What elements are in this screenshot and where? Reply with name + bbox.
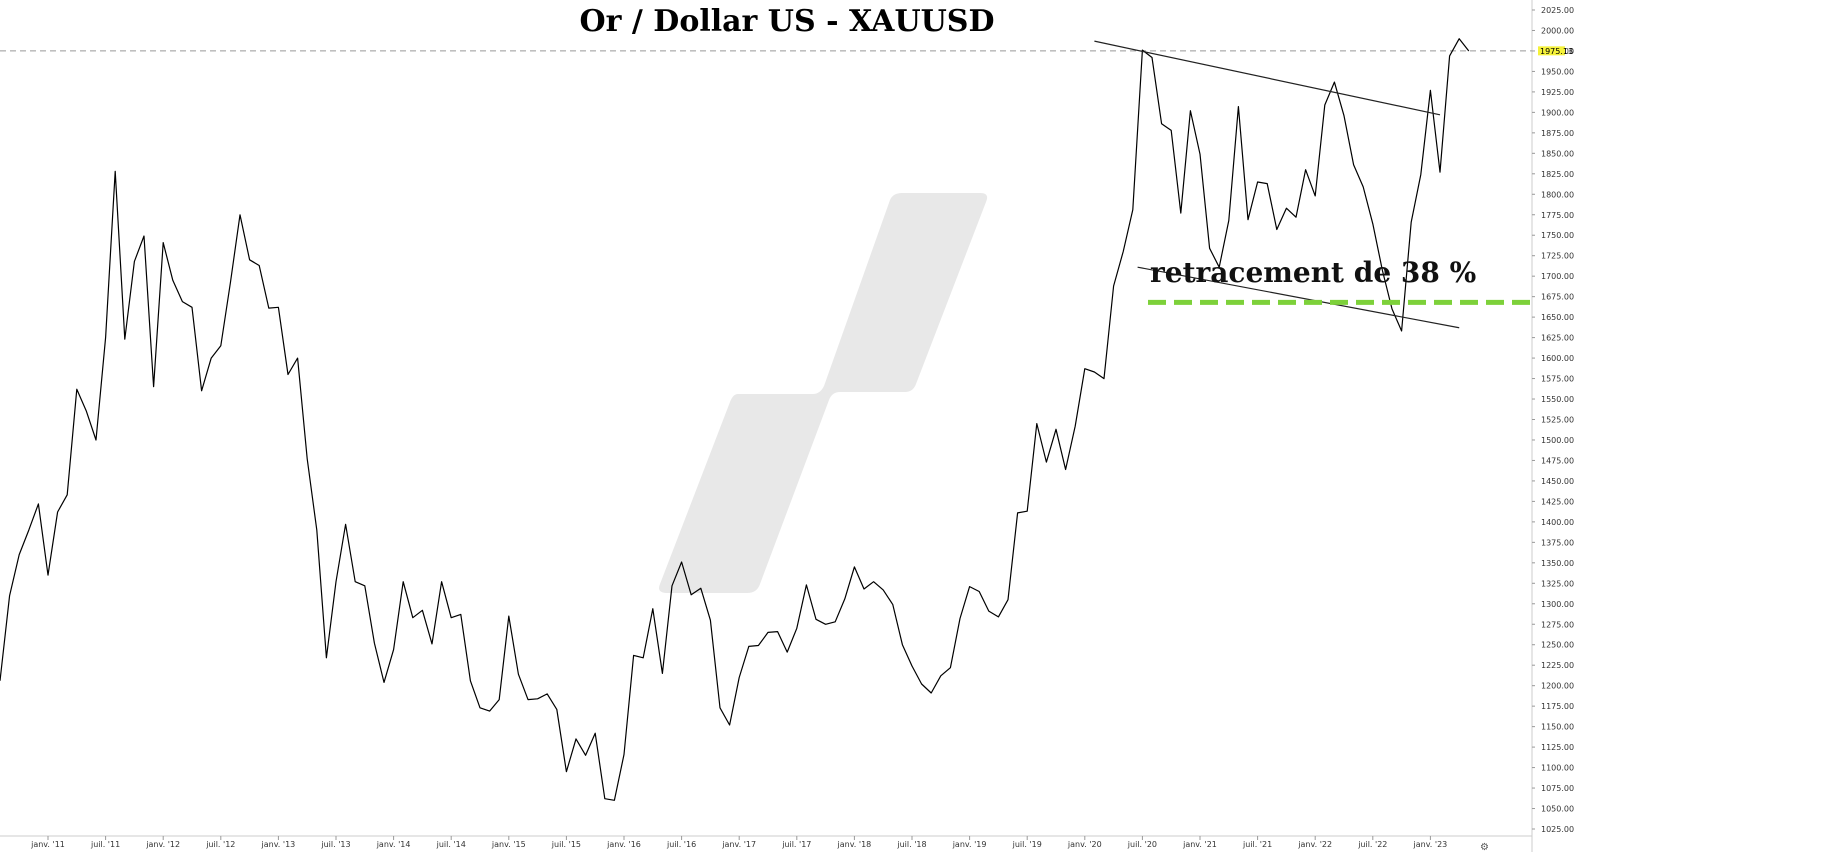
chart-title: Or / Dollar US - XAUUSD [580, 4, 995, 39]
last-price-badge [1538, 46, 1565, 56]
y-tick-label: 1525.00 [1541, 416, 1574, 425]
x-tick-label: juil. '12 [205, 840, 235, 849]
y-tick-label: 1150.00 [1541, 723, 1574, 732]
x-tick-label: juil. '19 [1012, 840, 1042, 849]
x-tick-label: juil. '14 [436, 840, 466, 849]
y-tick-label: 1275.00 [1541, 620, 1574, 629]
y-tick-label: 1025.00 [1541, 825, 1574, 834]
y-tick-label: 1675.00 [1541, 293, 1574, 302]
x-axis-ticks: janv. '11 juil. '11 janv. '12 juil. '12 janv… [30, 836, 1447, 849]
x-tick-label: janv. '21 [1182, 840, 1217, 849]
y-tick-label: 1200.00 [1541, 682, 1574, 691]
y-axis-ticks: 1025.00 1050.00 1075.00 1100.00 1125.00 1150.… [1532, 6, 1574, 834]
x-tick-label: juil. '16 [666, 840, 696, 849]
x-tick-label: janv. '15 [491, 840, 526, 849]
x-tick-label: janv. '13 [261, 840, 296, 849]
y-tick-label: 1350.00 [1541, 559, 1574, 568]
x-tick-label: janv. '16 [606, 840, 641, 849]
y-tick-label: 1050.00 [1541, 805, 1574, 814]
y-tick-label: 1700.00 [1541, 272, 1574, 281]
upper-trendline [1094, 40, 1441, 116]
y-tick-label: 1475.00 [1541, 456, 1574, 465]
y-tick-label: 1100.00 [1541, 764, 1574, 773]
retracement-annotation: retracement de 38 % [1150, 256, 1476, 289]
y-tick-label: 1375.00 [1541, 538, 1574, 547]
y-tick-label: 1600.00 [1541, 354, 1574, 363]
series-line-xauusd [0, 38, 1470, 801]
settings-icon[interactable]: ⚙ [1480, 842, 1489, 852]
x-tick-label: janv. '23 [1413, 840, 1448, 849]
y-tick-label: 1750.00 [1541, 231, 1574, 240]
x-tick-label: janv. '22 [1297, 840, 1332, 849]
x-tick-label: juil. '18 [896, 840, 926, 849]
x-tick-label: janv. '17 [721, 840, 756, 849]
y-tick-label: 1400.00 [1541, 518, 1574, 527]
y-tick-label: 1175.00 [1541, 702, 1574, 711]
trendlines [1094, 40, 1460, 329]
watermark-logo [659, 193, 988, 593]
x-tick-label: juil. '11 [90, 840, 120, 849]
y-tick-label: 2000.00 [1541, 26, 1574, 35]
x-tick-label: juil. '22 [1357, 840, 1387, 849]
x-tick-label: juil. '21 [1242, 840, 1272, 849]
last-price-label: 1975.13 [1540, 47, 1573, 56]
x-tick-label: janv. '12 [145, 840, 180, 849]
y-tick-label: 1450.00 [1541, 477, 1574, 486]
y-tick-label: 1300.00 [1541, 600, 1574, 609]
y-tick-label: 2025.00 [1541, 6, 1574, 15]
x-tick-label: janv. '14 [376, 840, 411, 849]
x-tick-label: juil. '20 [1127, 840, 1157, 849]
y-tick-label: 1900.00 [1541, 108, 1574, 117]
x-tick-label: janv. '20 [1067, 840, 1102, 849]
y-tick-label: 1875.00 [1541, 129, 1574, 138]
y-tick-label: 1250.00 [1541, 641, 1574, 650]
y-tick-label: 1325.00 [1541, 579, 1574, 588]
y-tick-label: 1725.00 [1541, 252, 1574, 261]
x-tick-label: janv. '11 [30, 840, 65, 849]
x-tick-label: juil. '15 [551, 840, 581, 849]
y-tick-label: 1950.00 [1541, 67, 1574, 76]
y-tick-label: 1125.00 [1541, 743, 1574, 752]
y-tick-label: 1575.00 [1541, 375, 1574, 384]
y-tick-label: 1500.00 [1541, 436, 1574, 445]
y-tick-label: 1625.00 [1541, 334, 1574, 343]
x-tick-label: janv. '18 [837, 840, 872, 849]
y-tick-label: 1550.00 [1541, 395, 1574, 404]
y-tick-label: 1925.00 [1541, 88, 1574, 97]
y-tick-label: 1800.00 [1541, 190, 1574, 199]
x-tick-label: juil. '17 [781, 840, 811, 849]
series-layer [0, 38, 1470, 801]
y-tick-label: 1225.00 [1541, 661, 1574, 670]
x-tick-label: juil. '13 [320, 840, 350, 849]
y-tick-label: 1650.00 [1541, 313, 1574, 322]
y-tick-label: 1075.00 [1541, 784, 1574, 793]
y-tick-label: 1850.00 [1541, 149, 1574, 158]
y-tick-label: 1425.00 [1541, 497, 1574, 506]
lower-trendline [1137, 266, 1460, 329]
y-tick-label: 1825.00 [1541, 170, 1574, 179]
x-tick-label: janv. '19 [952, 840, 987, 849]
y-tick-label: 1775.00 [1541, 211, 1574, 220]
